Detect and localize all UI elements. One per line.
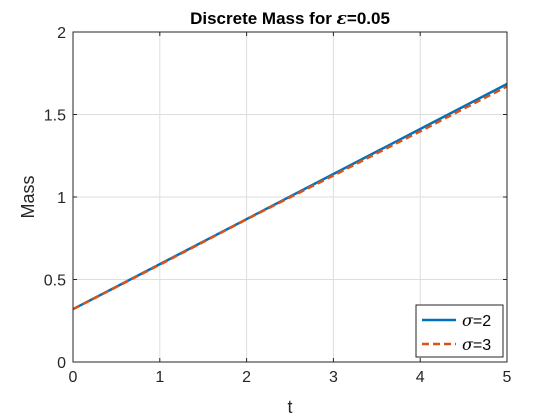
legend-box [415, 304, 504, 358]
y-axis-label: Mass [18, 175, 38, 218]
y-tick-label: 1 [57, 190, 66, 207]
legend-label-sigma-2: σ=2 [462, 311, 491, 330]
legend: σ=2 σ=3 [415, 304, 504, 358]
x-axis-label: t [287, 397, 292, 417]
y-tick-label: 2 [57, 25, 66, 42]
y-tick-label: 1.5 [44, 108, 66, 125]
x-tick-label: 5 [503, 369, 512, 386]
x-tick-label: 3 [329, 369, 338, 386]
chart-title: Discrete Mass for ε=0.05 [190, 9, 390, 29]
series-lines [72, 82, 508, 311]
x-tick-label: 4 [416, 369, 425, 386]
legend-label-sigma-3: σ=3 [462, 335, 491, 354]
x-tick-label: 1 [155, 369, 164, 386]
x-tick-label: 0 [69, 369, 78, 386]
y-tick-label: 0.5 [44, 273, 66, 290]
ticks: 0 1 2 3 4 5 0 0.5 1 1.5 2 [44, 25, 512, 386]
y-tick-label: 0 [57, 355, 66, 372]
series-line-sigma-3 [72, 85, 508, 311]
x-tick-label: 2 [242, 369, 251, 386]
